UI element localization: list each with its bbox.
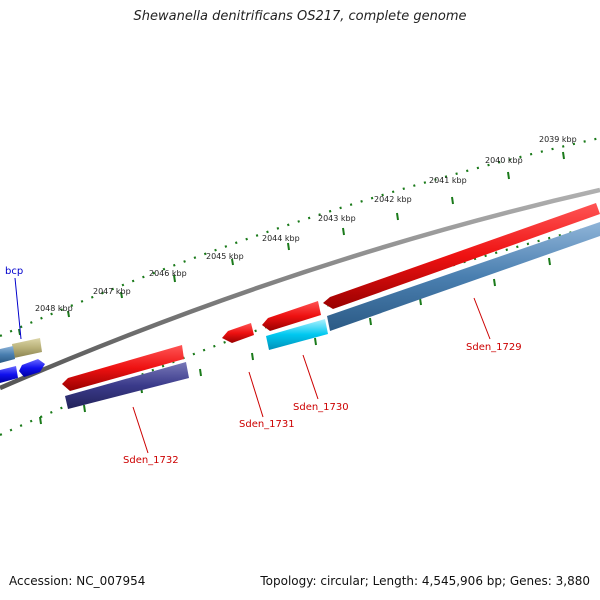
- gene-cyan-box[interactable]: [266, 319, 328, 350]
- accession-text: Accession: NC_007954: [9, 574, 146, 588]
- gene-sden-1730[interactable]: [262, 301, 321, 331]
- scale-label: 2044 kbp: [262, 234, 300, 243]
- page-title: Shewanella denitrificans OS217, complete…: [133, 9, 467, 24]
- sden-1729-leader-line: [473, 297, 491, 340]
- scale-label: 2040 kbp: [485, 156, 523, 165]
- scale-label: 2048 kbp: [35, 304, 73, 313]
- gene-sden-1732[interactable]: [62, 345, 184, 391]
- outer-major-ticks: [18, 151, 565, 336]
- gene-bcp[interactable]: [0, 366, 18, 383]
- gene-navy-box[interactable]: [65, 362, 189, 409]
- gene-steelblue-stub[interactable]: [0, 346, 15, 363]
- gene-olive-box[interactable]: [12, 338, 42, 358]
- gene-label-sden-1731: Sden_1731: [239, 419, 295, 430]
- gene-blue-arrow[interactable]: [19, 359, 45, 377]
- scale-label: 2042 kbp: [374, 195, 412, 204]
- scale-labels: 2048 kbp 2047 kbp 2046 kbp 2045 kbp 2044…: [35, 135, 577, 313]
- gene-label-bcp: bcp: [5, 266, 23, 277]
- sden-1731-leader-line: [248, 371, 264, 418]
- gene-sden-1729[interactable]: [323, 203, 600, 309]
- scale-label: 2041 kbp: [429, 176, 467, 185]
- scale-label: 2047 kbp: [93, 287, 131, 296]
- sden-1732-leader-line: [132, 406, 149, 454]
- scale-label: 2043 kbp: [318, 214, 356, 223]
- gene-label-sden-1732: Sden_1732: [123, 455, 179, 466]
- genome-backbone: [0, 187, 600, 391]
- inner-major-ticks: [39, 257, 551, 425]
- genome-stats-text: Topology: circular; Length: 4,545,906 bp…: [260, 574, 590, 588]
- sden-1730-leader-line: [302, 354, 319, 400]
- gene-label-sden-1729: Sden_1729: [466, 342, 522, 353]
- gene-label-sden-1730: Sden_1730: [293, 402, 349, 413]
- gene-sden-1731[interactable]: [222, 323, 254, 343]
- gene-steelblue-long[interactable]: [327, 222, 600, 331]
- bcp-leader-line: [14, 277, 22, 340]
- scale-label: 2045 kbp: [206, 252, 244, 261]
- scale-label: 2039 kbp: [539, 135, 577, 144]
- scale-label: 2046 kbp: [149, 269, 187, 278]
